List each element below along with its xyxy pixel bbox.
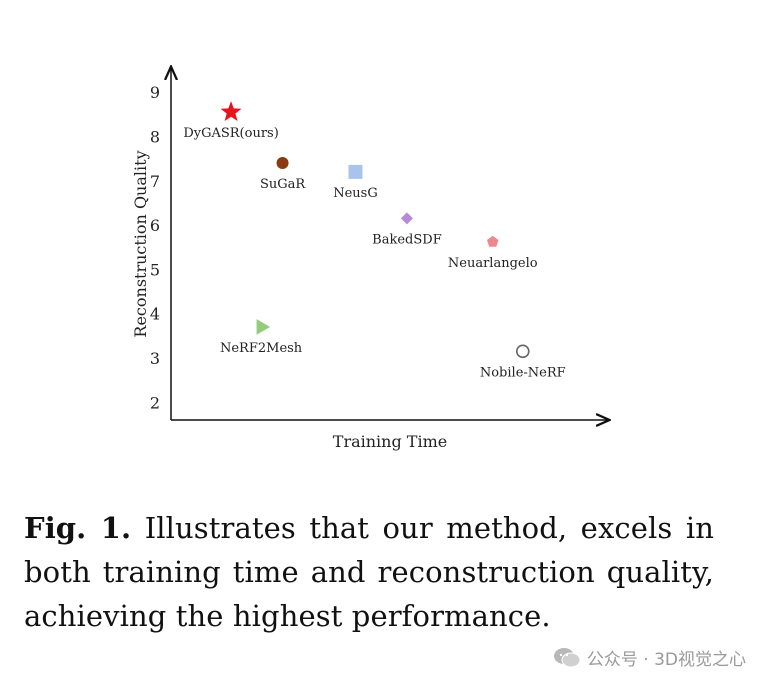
point-label: Nobile-NeRF [480, 365, 566, 380]
y-tick-label: 3 [150, 349, 160, 368]
point-marker-bakedsdf [400, 212, 413, 225]
point-marker-neuarlangelo [487, 235, 499, 247]
point-marker-sugar [276, 157, 289, 170]
point-label: NeRF2Mesh [220, 341, 303, 356]
y-tick-label: 2 [150, 393, 160, 412]
point-marker-neusg [348, 164, 363, 179]
figure-label: Fig. 1. [24, 511, 132, 545]
wechat-icon [553, 647, 581, 667]
y-tick-label: 4 [150, 305, 160, 324]
y-tick-label: 5 [150, 260, 160, 279]
point-marker-dygasr-ours [220, 101, 242, 121]
x-axis-title: Training Time [333, 432, 447, 451]
point-marker-nobile-nerf [515, 344, 530, 359]
y-tick-label: 9 [150, 83, 160, 102]
caption-text: Illustrates that our method, excels in b… [24, 511, 714, 633]
point-marker-nerf2mesh [256, 319, 271, 335]
y-tick-label: 8 [150, 127, 160, 146]
watermark-text: 公众号 · 3D视觉之心 [586, 650, 746, 670]
y-axis-title: Reconstruction Quality [131, 150, 150, 337]
point-label: Neuarlangelo [448, 256, 538, 271]
watermark: 公众号 · 3D视觉之心 [553, 645, 746, 670]
point-label: DyGASR(ours) [183, 126, 278, 141]
point-label: NeusG [333, 186, 378, 201]
y-tick-label: 6 [150, 216, 160, 235]
figure-caption: Fig. 1. Illustrates that our method, exc… [24, 506, 714, 638]
point-label: SuGaR [260, 177, 306, 192]
point-label: BakedSDF [372, 232, 442, 247]
scatter-chart: 2 3 4 5 6 7 8 9 DyGASR(ours) SuGaR NeusG BakedSDF N… [131, 0, 770, 451]
y-tick-label: 7 [150, 172, 160, 191]
chart: 2 3 4 5 6 7 8 9 DyGASR(ours) SuGaR NeusG BakedSDF N… [131, 0, 770, 451]
